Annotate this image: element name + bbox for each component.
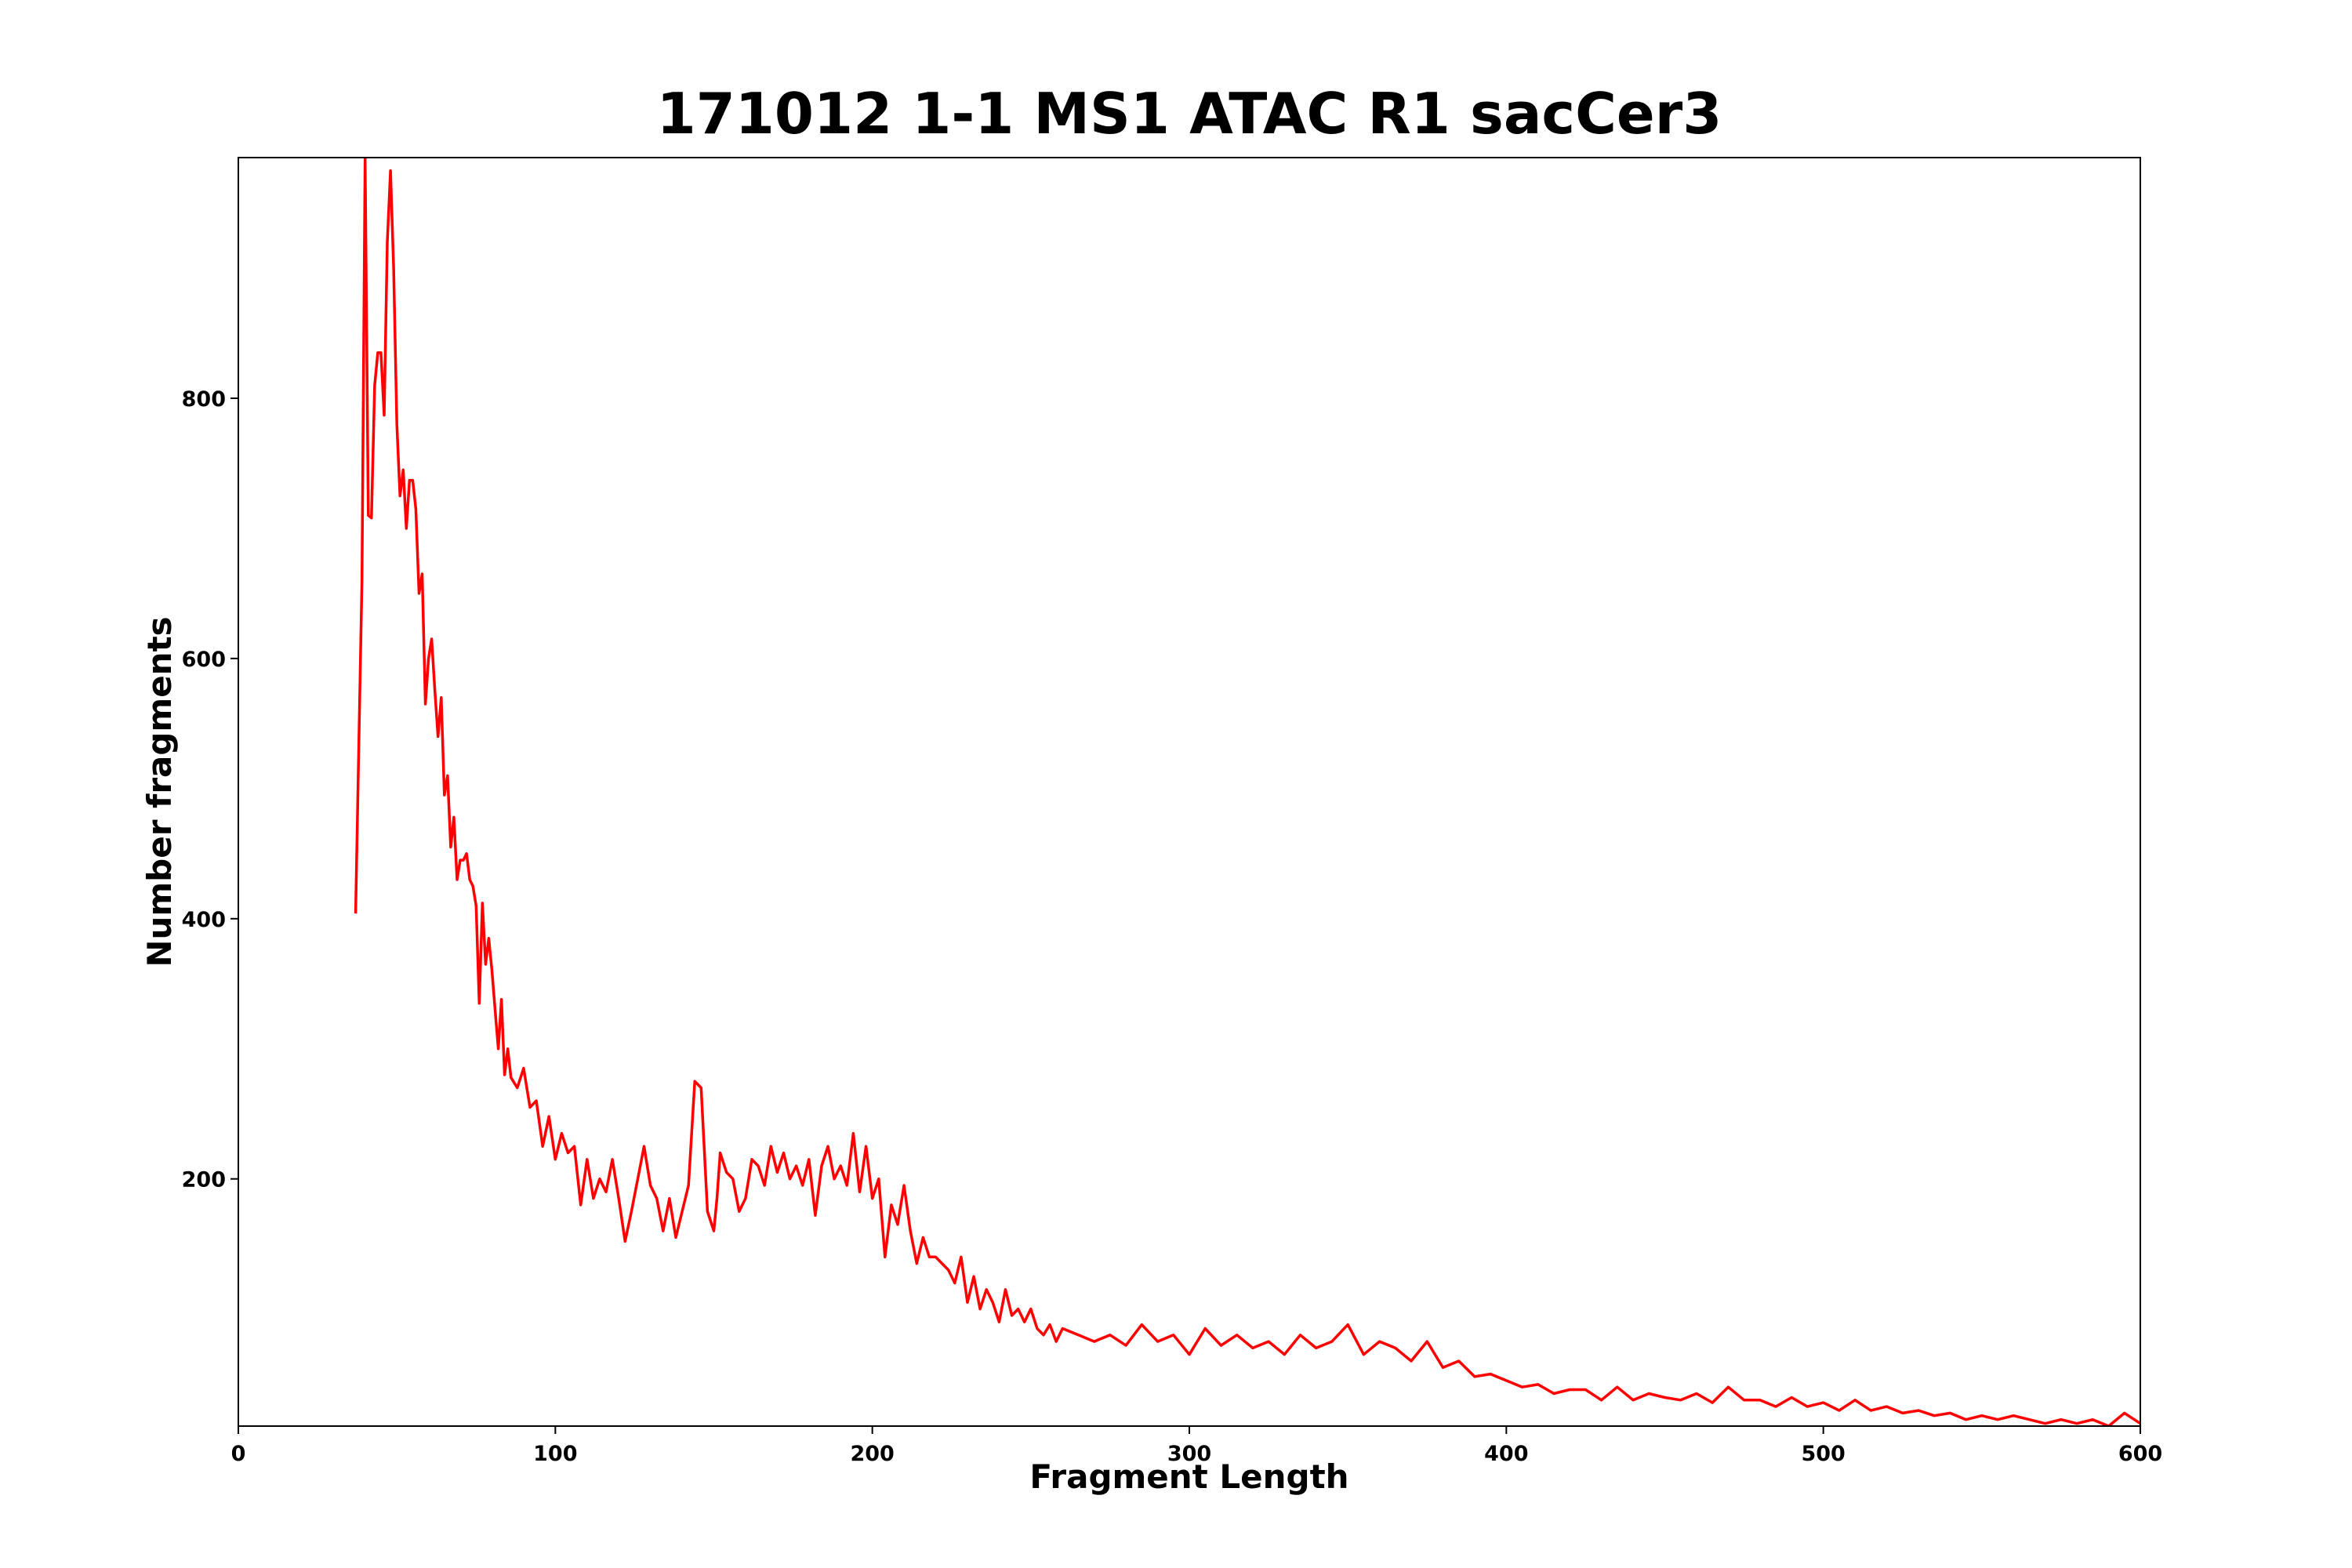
y-tick-label: 400 (182, 908, 226, 932)
data-line (354, 158, 2140, 1426)
x-tick-label: 0 (231, 1442, 246, 1466)
plot-frame (238, 157, 2141, 1427)
y-tick-label: 200 (182, 1168, 226, 1192)
x-tick-label: 400 (1484, 1442, 1528, 1466)
x-tick-label: 100 (533, 1442, 577, 1466)
x-tick-label: 200 (850, 1442, 894, 1466)
plot: 0 100 200 300 400 500 600 200 400 600 800 (182, 158, 2162, 1466)
y-axis-label: Number fragments (140, 616, 179, 967)
x-axis-label: Fragment Length (1029, 1457, 1348, 1496)
x-tick-label: 300 (1167, 1442, 1211, 1466)
x-tick-label: 500 (1801, 1442, 1845, 1466)
x-tick-label: 600 (2118, 1442, 2162, 1466)
chart-title: 171012 1-1 MS1 ATAC R1 sacCer3 (657, 81, 1722, 147)
y-tick-label: 600 (182, 648, 226, 672)
y-tick-label: 800 (182, 387, 226, 412)
